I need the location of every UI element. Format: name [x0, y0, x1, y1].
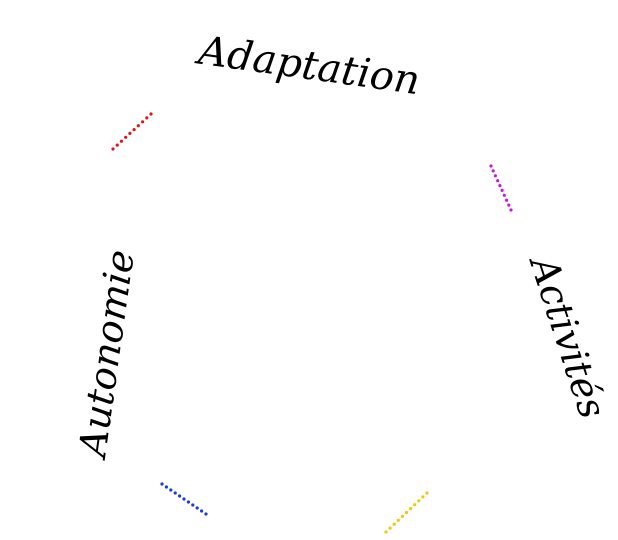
red-dot [141, 120, 145, 124]
yellow-dot [404, 510, 409, 515]
blue-dot [160, 482, 164, 486]
yellow-dot [384, 530, 388, 534]
magenta-dot [502, 193, 506, 197]
red-dot [136, 124, 140, 128]
yellow-dot [413, 503, 417, 507]
blue-dot [200, 509, 204, 513]
yellow-dot [417, 499, 421, 503]
red-dot [149, 112, 153, 116]
red-dot [145, 116, 149, 120]
red-dot [111, 147, 115, 151]
label-adaptation: Adaptation [192, 27, 423, 104]
dotted-segment-magenta [489, 164, 513, 212]
red-dot [132, 128, 136, 132]
blue-dot [169, 488, 173, 492]
label-autonomie: Autonomie [70, 247, 143, 462]
magenta-dot [509, 208, 513, 212]
blue-dot [191, 503, 195, 507]
magenta-dot [491, 169, 495, 173]
red-dot [128, 131, 132, 135]
magenta-dot [493, 174, 497, 178]
yellow-dot [425, 491, 429, 495]
red-dot [115, 143, 119, 147]
blue-dot [204, 512, 208, 516]
blue-dot [164, 485, 168, 489]
red-dot [124, 135, 128, 139]
label-activites: Activités [521, 248, 615, 423]
blue-dot [182, 497, 186, 501]
magenta-dot [489, 164, 493, 168]
magenta-dot [500, 188, 504, 192]
yellow-dot [421, 495, 425, 499]
blue-dot [186, 500, 190, 504]
yellow-dot [400, 514, 404, 519]
dotted-segment-red [111, 112, 153, 151]
yellow-dot [388, 526, 392, 530]
yellow-dot [409, 507, 413, 511]
magenta-dot [505, 198, 509, 202]
magenta-dot [507, 203, 511, 207]
red-dot [119, 139, 123, 143]
yellow-dot [392, 522, 396, 526]
blue-dot [173, 491, 177, 495]
dotted-segment-yellow [384, 491, 429, 534]
blue-dot [195, 506, 199, 510]
dotted-segment-blue [160, 482, 208, 516]
magenta-dot [498, 184, 502, 188]
magenta-dot [496, 179, 500, 183]
yellow-dot [396, 518, 400, 522]
blue-dot [178, 494, 182, 498]
